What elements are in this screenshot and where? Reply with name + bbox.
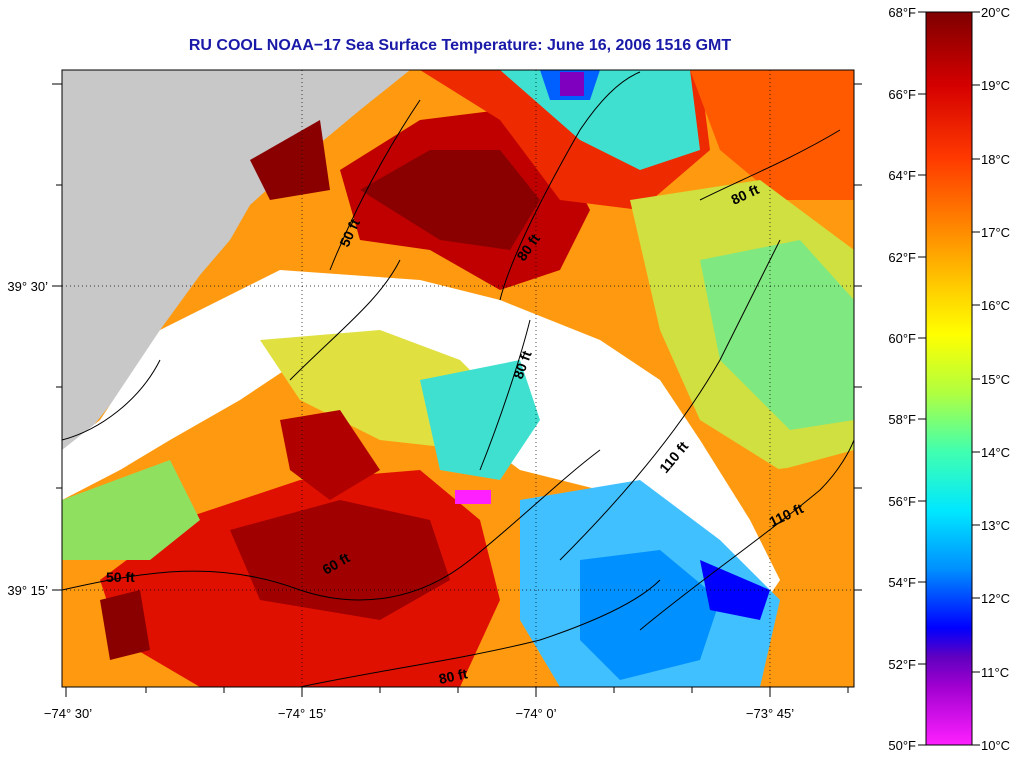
lon-tick-label: −74° 30’ [44,706,92,721]
colorbar-label-f: 60°F [888,331,916,346]
colorbar-label-c: 12°C [981,591,1010,606]
colorbar-label-c: 11°C [981,665,1009,680]
colorbar-ticks [918,11,980,746]
colorbar-f-labels: 68°F 66°F 64°F 62°F 60°F 58°F 56°F 54°F … [888,5,916,753]
colorbar-label-f: 54°F [888,575,916,590]
colorbar-label-c: 17°C [981,225,1010,240]
colorbar-label-f: 50°F [888,738,916,753]
colorbar-label-f: 52°F [888,657,916,672]
graticule [62,70,854,687]
colorbar-c-labels: 20°C 19°C 18°C 17°C 16°C 15°C 14°C 13°C … [981,5,1010,753]
colorbar-label-f: 62°F [888,250,916,265]
lat-tick-label: 39° 15’ [7,583,48,598]
colorbar-label-c: 20°C [981,5,1010,20]
colorbar-label-c: 16°C [981,298,1010,313]
no-data-central [62,270,780,610]
lat-tick-label: 39° 30’ [7,279,48,294]
lon-tick-label: −74° 15’ [278,706,326,721]
lon-tick-label: −74° 0’ [516,706,557,721]
longitude-labels: −74° 30’ −74° 15’ −74° 0’ −73° 45’ [44,706,794,721]
colorbar-label-f: 66°F [888,87,916,102]
land-area [62,70,410,450]
colorbar-label-c: 15°C [981,372,1010,387]
frame-ticks [52,83,862,697]
depth-contours [62,71,854,687]
colorbar-label-c: 18°C [981,152,1010,167]
map-title: RU COOL NOAA−17 Sea Surface Temperature:… [188,37,732,54]
colorbar [925,11,973,746]
colorbar-label-f: 64°F [888,168,916,183]
colorbar-label-f: 56°F [888,494,916,509]
depth-label: 80 ft [437,665,469,687]
colorbar-label-c: 10°C [981,738,1010,753]
sst-field [62,70,854,687]
colorbar-label-c: 13°C [981,518,1010,533]
lon-tick-label: −73° 45’ [746,706,794,721]
colorbar-label-f: 58°F [888,412,916,427]
colorbar-label-c: 19°C [981,78,1010,93]
colorbar-label-c: 14°C [981,445,1010,460]
depth-label: 50 ft [106,569,135,585]
latitude-labels: 39° 30’ 39° 15’ [7,279,48,598]
colorbar-label-f: 68°F [888,5,916,20]
